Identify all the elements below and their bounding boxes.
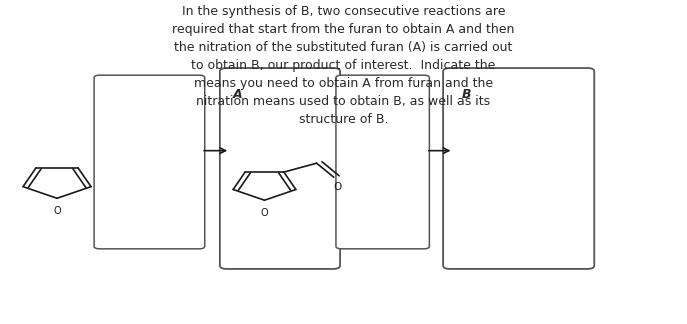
FancyBboxPatch shape (220, 68, 340, 269)
FancyBboxPatch shape (94, 75, 205, 249)
Text: O: O (260, 208, 269, 218)
Text: O: O (333, 182, 341, 192)
FancyBboxPatch shape (443, 68, 594, 269)
FancyBboxPatch shape (336, 75, 429, 249)
Text: In the synthesis of B, two consecutive reactions are
required that start from th: In the synthesis of B, two consecutive r… (172, 5, 515, 126)
Text: O: O (53, 206, 61, 216)
Text: A: A (232, 88, 243, 101)
Text: B: B (462, 88, 471, 101)
